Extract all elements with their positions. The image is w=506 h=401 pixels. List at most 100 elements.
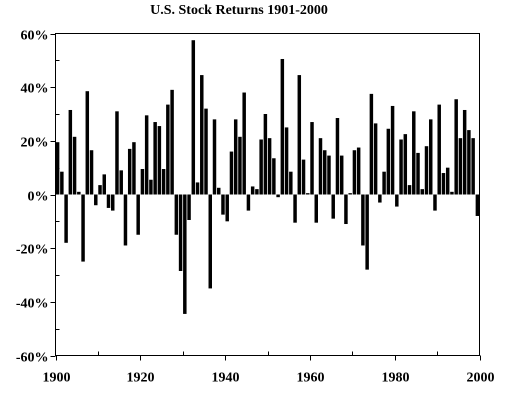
- return-bar: [365, 194, 369, 270]
- return-bar: [382, 171, 386, 195]
- return-bar: [229, 151, 234, 195]
- x-tick-label: 1960: [297, 371, 325, 386]
- x-tick-label: 1900: [43, 371, 71, 386]
- return-bar: [323, 150, 327, 195]
- return-bar: [191, 40, 196, 195]
- return-bar: [412, 111, 416, 195]
- return-bar: [458, 138, 463, 195]
- return-bar: [250, 186, 255, 195]
- return-bar: [361, 194, 365, 246]
- return-bar: [98, 185, 102, 195]
- return-bar: [272, 158, 276, 195]
- return-bar: [72, 136, 77, 195]
- return-bar: [467, 130, 471, 195]
- return-bar: [267, 138, 272, 195]
- return-bar: [433, 194, 437, 211]
- return-bar: [127, 148, 132, 195]
- return-bar: [255, 189, 259, 195]
- return-bar: [390, 105, 395, 195]
- y-tick-label: -20%: [16, 243, 49, 258]
- return-bar: [339, 155, 344, 195]
- return-bar: [217, 187, 221, 195]
- return-bar: [89, 150, 94, 195]
- return-bar: [153, 122, 157, 195]
- return-bar: [475, 194, 480, 216]
- return-bar: [263, 114, 268, 195]
- return-bar: [462, 109, 467, 195]
- chart-title: U.S. Stock Returns 1901-2000: [150, 3, 328, 18]
- return-bar: [149, 179, 153, 195]
- return-bar: [166, 104, 170, 195]
- return-bar: [178, 194, 183, 271]
- x-tick-label: 1920: [127, 371, 155, 386]
- return-bar: [77, 191, 81, 195]
- return-bar: [106, 194, 111, 208]
- return-bar: [352, 150, 357, 195]
- return-bar: [420, 189, 424, 195]
- return-bar: [344, 194, 348, 225]
- return-bar: [68, 109, 73, 195]
- return-bar: [94, 194, 98, 206]
- return-bar: [310, 122, 314, 195]
- return-bar: [445, 167, 450, 195]
- return-bar: [441, 173, 446, 195]
- y-tick-label: 20%: [21, 136, 49, 151]
- return-bar: [429, 119, 433, 195]
- return-bar: [64, 194, 68, 243]
- return-bar: [111, 194, 115, 211]
- return-bar: [233, 119, 238, 195]
- return-bar: [454, 99, 458, 195]
- return-bar: [293, 194, 297, 223]
- return-bar: [280, 58, 285, 195]
- return-bar: [331, 194, 335, 219]
- y-tick-label: -60%: [16, 351, 49, 366]
- return-bar: [471, 138, 475, 195]
- return-bar: [60, 171, 64, 195]
- return-bar: [246, 194, 251, 211]
- return-bar: [318, 138, 323, 195]
- return-bar: [314, 194, 318, 223]
- return-bar: [221, 194, 225, 215]
- y-tick-label: -40%: [16, 297, 49, 312]
- return-bar: [212, 119, 217, 195]
- return-bar: [208, 194, 212, 289]
- return-bar: [174, 194, 179, 235]
- return-bar: [327, 155, 331, 195]
- return-bar: [289, 171, 293, 195]
- return-bar: [183, 194, 187, 314]
- return-bar: [348, 193, 352, 195]
- return-bar: [450, 191, 454, 195]
- x-tick-label: 1940: [212, 371, 240, 386]
- y-tick-label: 0%: [28, 190, 49, 205]
- x-tick-label: 2000: [467, 371, 495, 386]
- return-bar: [373, 123, 378, 195]
- return-bar: [204, 108, 208, 195]
- return-bar: [170, 89, 174, 195]
- return-bar: [102, 174, 106, 195]
- return-bar: [85, 91, 90, 195]
- return-bar: [225, 194, 229, 222]
- return-bar: [395, 194, 399, 207]
- return-bar: [242, 92, 246, 195]
- return-bar: [144, 115, 149, 195]
- return-bar: [301, 159, 306, 195]
- return-bar: [238, 136, 242, 195]
- return-bar: [399, 139, 403, 195]
- x-tick-label: 1980: [382, 371, 410, 386]
- return-bar: [437, 104, 441, 195]
- return-bar: [136, 194, 140, 235]
- return-bar: [200, 75, 204, 195]
- return-bar: [386, 128, 391, 195]
- return-bar: [81, 194, 85, 262]
- return-bar: [284, 127, 289, 195]
- y-tick-label: 40%: [21, 82, 49, 97]
- return-bar: [187, 194, 191, 220]
- return-bar: [407, 185, 412, 195]
- plot-frame: [55, 33, 480, 356]
- return-bar: [132, 142, 136, 195]
- return-bar: [123, 194, 128, 246]
- return-bar: [416, 152, 420, 195]
- return-bar: [306, 193, 310, 195]
- return-bar: [369, 93, 374, 195]
- return-bar: [259, 139, 263, 195]
